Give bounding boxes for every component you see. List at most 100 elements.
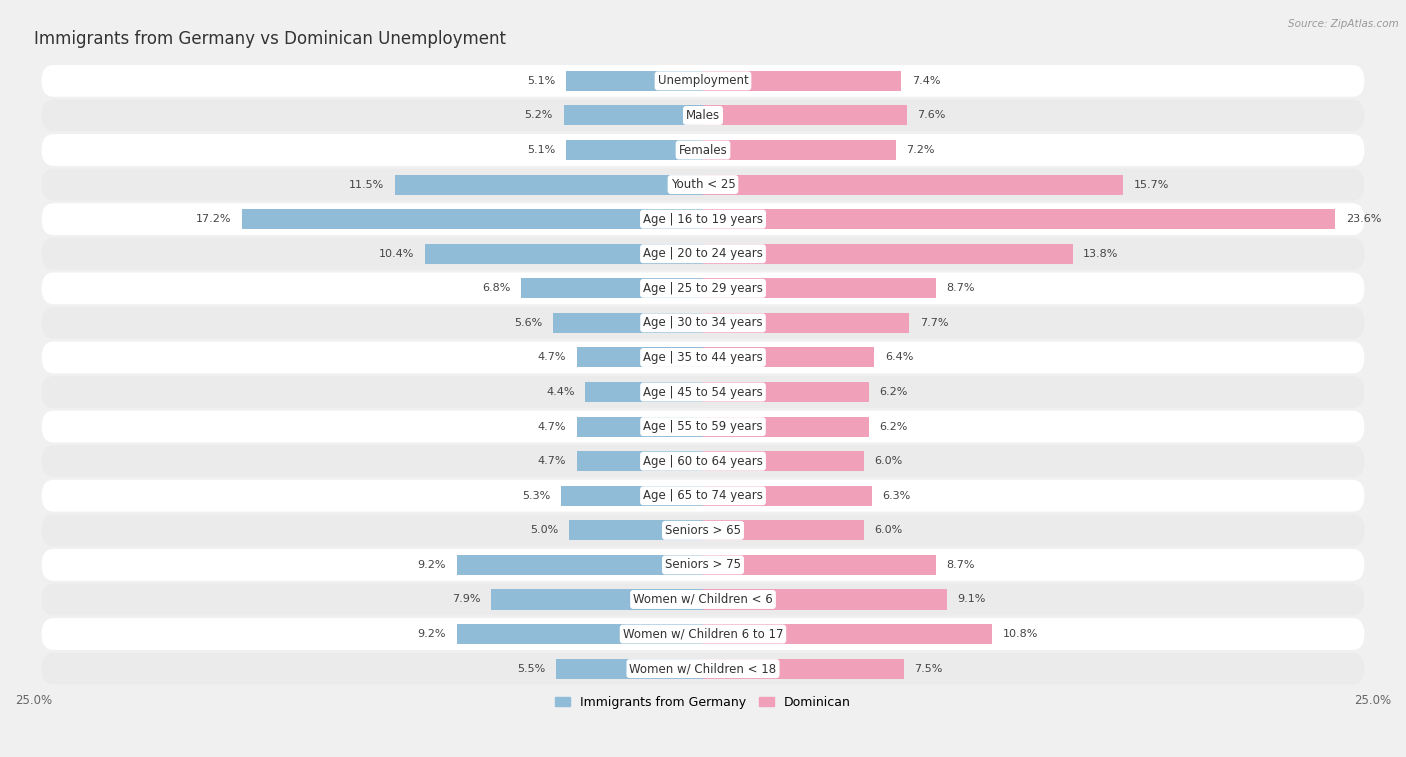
Bar: [703, 279, 936, 298]
Bar: [703, 416, 869, 437]
Bar: [561, 486, 703, 506]
Bar: [703, 209, 1334, 229]
Text: 5.5%: 5.5%: [517, 664, 546, 674]
Bar: [395, 175, 703, 195]
Text: 8.7%: 8.7%: [946, 560, 976, 570]
FancyBboxPatch shape: [42, 411, 1364, 443]
Bar: [703, 347, 875, 367]
Bar: [567, 71, 703, 91]
Text: 5.3%: 5.3%: [522, 491, 550, 501]
Text: 9.1%: 9.1%: [957, 594, 986, 605]
Text: Seniors > 65: Seniors > 65: [665, 524, 741, 537]
Text: 7.6%: 7.6%: [917, 111, 946, 120]
Text: 6.3%: 6.3%: [883, 491, 911, 501]
Text: 4.7%: 4.7%: [538, 422, 567, 431]
FancyBboxPatch shape: [42, 515, 1364, 547]
FancyBboxPatch shape: [42, 134, 1364, 166]
Text: 5.1%: 5.1%: [527, 76, 555, 86]
Bar: [703, 244, 1073, 263]
Bar: [703, 659, 904, 679]
Text: Males: Males: [686, 109, 720, 122]
Bar: [553, 313, 703, 333]
FancyBboxPatch shape: [42, 307, 1364, 339]
FancyBboxPatch shape: [42, 618, 1364, 650]
Text: 4.7%: 4.7%: [538, 456, 567, 466]
Text: 10.8%: 10.8%: [1002, 629, 1038, 639]
Bar: [703, 486, 872, 506]
FancyBboxPatch shape: [42, 549, 1364, 581]
Bar: [703, 624, 993, 644]
Bar: [703, 520, 863, 540]
Text: 6.0%: 6.0%: [875, 525, 903, 535]
Text: 10.4%: 10.4%: [378, 249, 413, 259]
Text: Age | 65 to 74 years: Age | 65 to 74 years: [643, 489, 763, 502]
Bar: [576, 347, 703, 367]
Text: 13.8%: 13.8%: [1083, 249, 1119, 259]
Text: 5.1%: 5.1%: [527, 145, 555, 155]
Text: 7.5%: 7.5%: [914, 664, 943, 674]
Text: 6.4%: 6.4%: [886, 353, 914, 363]
Text: Age | 55 to 59 years: Age | 55 to 59 years: [643, 420, 763, 433]
Bar: [703, 105, 907, 126]
Text: 7.4%: 7.4%: [912, 76, 941, 86]
Text: 7.2%: 7.2%: [907, 145, 935, 155]
Bar: [703, 451, 863, 471]
Text: Age | 20 to 24 years: Age | 20 to 24 years: [643, 248, 763, 260]
Bar: [576, 416, 703, 437]
Text: Source: ZipAtlas.com: Source: ZipAtlas.com: [1288, 19, 1399, 29]
Text: Age | 25 to 29 years: Age | 25 to 29 years: [643, 282, 763, 294]
Bar: [564, 105, 703, 126]
Bar: [703, 555, 936, 575]
Bar: [703, 71, 901, 91]
Legend: Immigrants from Germany, Dominican: Immigrants from Germany, Dominican: [550, 691, 856, 714]
Text: Women w/ Children 6 to 17: Women w/ Children 6 to 17: [623, 628, 783, 640]
FancyBboxPatch shape: [42, 653, 1364, 684]
FancyBboxPatch shape: [42, 65, 1364, 97]
Text: 9.2%: 9.2%: [418, 629, 446, 639]
Text: 7.9%: 7.9%: [453, 594, 481, 605]
Bar: [569, 520, 703, 540]
Text: Youth < 25: Youth < 25: [671, 178, 735, 191]
Text: Women w/ Children < 18: Women w/ Children < 18: [630, 662, 776, 675]
Bar: [703, 590, 946, 609]
Text: 5.0%: 5.0%: [530, 525, 558, 535]
Text: 5.2%: 5.2%: [524, 111, 553, 120]
Text: 6.2%: 6.2%: [880, 387, 908, 397]
Text: Unemployment: Unemployment: [658, 74, 748, 87]
Bar: [425, 244, 703, 263]
Bar: [457, 555, 703, 575]
Bar: [703, 140, 896, 160]
Bar: [567, 140, 703, 160]
FancyBboxPatch shape: [42, 376, 1364, 408]
Bar: [585, 382, 703, 402]
Text: Females: Females: [679, 144, 727, 157]
Text: Seniors > 75: Seniors > 75: [665, 559, 741, 572]
Text: 15.7%: 15.7%: [1135, 179, 1170, 189]
Bar: [520, 279, 703, 298]
Text: 11.5%: 11.5%: [349, 179, 384, 189]
FancyBboxPatch shape: [42, 480, 1364, 512]
Text: 5.6%: 5.6%: [515, 318, 543, 328]
FancyBboxPatch shape: [42, 341, 1364, 373]
Text: Immigrants from Germany vs Dominican Unemployment: Immigrants from Germany vs Dominican Une…: [34, 30, 506, 48]
FancyBboxPatch shape: [42, 238, 1364, 269]
Bar: [242, 209, 703, 229]
Bar: [703, 175, 1123, 195]
Text: 8.7%: 8.7%: [946, 283, 976, 293]
FancyBboxPatch shape: [42, 273, 1364, 304]
Bar: [555, 659, 703, 679]
Text: 9.2%: 9.2%: [418, 560, 446, 570]
Text: 4.7%: 4.7%: [538, 353, 567, 363]
FancyBboxPatch shape: [42, 169, 1364, 201]
Text: Women w/ Children < 6: Women w/ Children < 6: [633, 593, 773, 606]
Bar: [576, 451, 703, 471]
Text: Age | 45 to 54 years: Age | 45 to 54 years: [643, 385, 763, 398]
Text: 6.0%: 6.0%: [875, 456, 903, 466]
Text: Age | 60 to 64 years: Age | 60 to 64 years: [643, 455, 763, 468]
FancyBboxPatch shape: [42, 99, 1364, 132]
Text: 6.8%: 6.8%: [482, 283, 510, 293]
Text: 6.2%: 6.2%: [880, 422, 908, 431]
Bar: [703, 382, 869, 402]
Text: 4.4%: 4.4%: [546, 387, 575, 397]
Text: Age | 35 to 44 years: Age | 35 to 44 years: [643, 351, 763, 364]
